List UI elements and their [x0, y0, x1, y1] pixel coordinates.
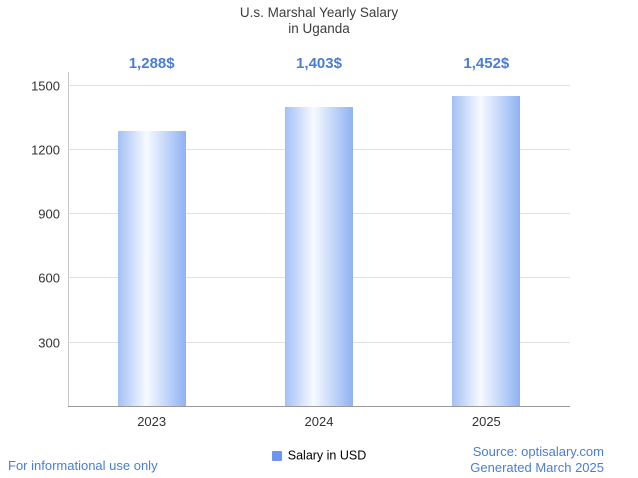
x-tick-label: 2023 — [137, 414, 167, 429]
bar-value-label: 1,403$ — [296, 55, 342, 72]
x-tick-label: 2024 — [304, 414, 334, 429]
legend-label: Salary in USD — [287, 448, 367, 463]
footer-disclaimer: For informational use only — [8, 458, 158, 473]
gridline — [68, 84, 570, 86]
y-tick-label: 300 — [38, 335, 60, 351]
footer-generated: Generated March 2025 — [470, 460, 604, 475]
legend: Salary in USD — [0, 448, 638, 463]
bar-2023 — [117, 131, 186, 407]
y-axis-line — [68, 72, 69, 407]
chart-title: U.s. Marshal Yearly Salary in Uganda — [0, 5, 638, 37]
x-tick-label: 2025 — [471, 414, 501, 429]
y-tick-label: 600 — [38, 270, 60, 286]
bar-value-label: 1,452$ — [463, 55, 510, 72]
bars — [68, 75, 570, 407]
y-axis-labels: 300 600 900 1200 1500 — [0, 75, 60, 407]
y-tick-label: 1200 — [31, 142, 60, 158]
chart-title-line2: in Uganda — [288, 21, 350, 36]
footer-source: Source: optisalary.com — [472, 444, 604, 459]
value-labels-row: 1,288$ 1,403$ 1,452$ — [68, 55, 570, 75]
plot-area — [68, 72, 570, 407]
bar-value-label: 1,288$ — [128, 55, 175, 72]
x-axis-line — [68, 406, 570, 407]
y-tick-label: 900 — [38, 206, 60, 222]
chart-title-line1: U.s. Marshal Yearly Salary — [239, 5, 399, 20]
legend-swatch-icon — [271, 450, 282, 461]
bar-2024 — [285, 106, 353, 407]
y-tick-label: 1500 — [31, 78, 60, 94]
bar-2025 — [452, 96, 521, 407]
footer-source-block: Source: optisalary.com Generated March 2… — [470, 444, 604, 476]
x-axis-labels: 2023 2024 2025 — [68, 414, 570, 432]
